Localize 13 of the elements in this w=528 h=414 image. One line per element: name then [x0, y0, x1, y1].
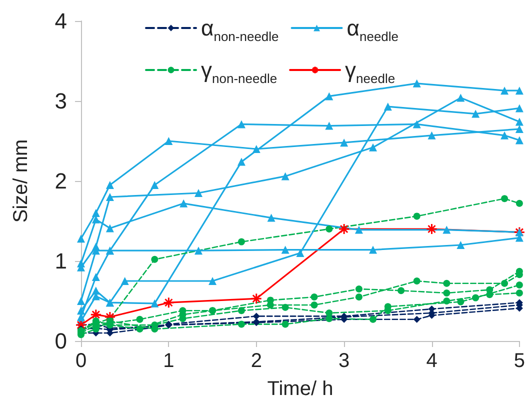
x-tick-label: 5: [514, 350, 525, 372]
y-tick-label: 2: [54, 168, 67, 194]
x-tick-label: 4: [426, 350, 438, 372]
x-tick-label: 3: [338, 350, 350, 372]
x-axis-title: Time/ h: [267, 378, 334, 400]
y-tick-label: 1: [54, 248, 67, 274]
x-tick-label: 2: [250, 350, 262, 372]
y-tick-label: 3: [54, 88, 67, 114]
y-tick-label: 0: [54, 328, 67, 354]
y-tick-label: 4: [54, 8, 67, 34]
y-axis-title: Size/ mm: [10, 139, 32, 223]
x-tick-label: 0: [75, 350, 87, 372]
x-tick-label: 1: [163, 350, 174, 372]
